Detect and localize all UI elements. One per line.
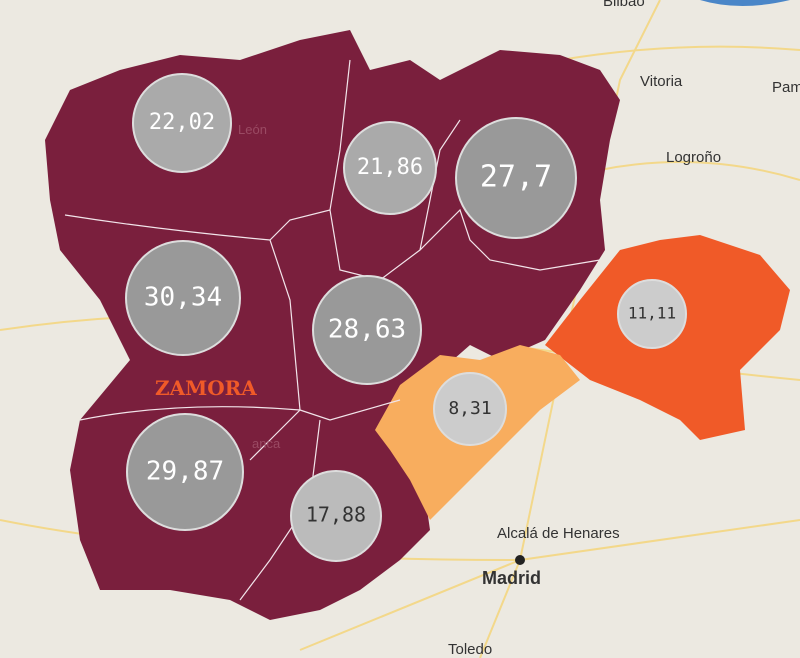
- bubble: [290, 470, 382, 562]
- bubble-label: 8,31: [448, 398, 491, 419]
- place-label: Toledo: [448, 641, 492, 658]
- sea: [700, 0, 790, 6]
- road: [0, 519, 800, 658]
- bubble-label: 22,02: [149, 110, 215, 135]
- labels: Bilbao Vitoria Pam Logroño León anca Alc…: [155, 0, 800, 658]
- place-label: Pam: [772, 79, 800, 96]
- bubbles: 22,02 21,86 27,7 30,34 28,63 29,87 17,88 8,31 11…: [125, 73, 687, 562]
- province-border: [64, 59, 601, 601]
- highlight-label: ZAMORA: [155, 376, 257, 400]
- bubble: [125, 240, 241, 356]
- road: [559, 45, 800, 181]
- bubble-label: 27,7: [480, 160, 552, 195]
- place-label: León: [238, 122, 267, 137]
- city-dot: [515, 555, 525, 565]
- bubble: [433, 372, 507, 446]
- bubble-label: 30,34: [144, 283, 222, 313]
- place-label: Logroño: [666, 149, 721, 166]
- place-label: Bilbao: [603, 0, 645, 10]
- bubble: [312, 275, 422, 385]
- place-label: Vitoria: [640, 73, 683, 90]
- bubble-label: 17,88: [306, 503, 366, 527]
- bubble-label: 29,87: [146, 457, 224, 487]
- place-label: Alcalá de Henares: [497, 525, 620, 542]
- place-label: anca: [252, 436, 281, 451]
- bubble: [617, 279, 687, 349]
- bubble-label: 11,11: [628, 304, 676, 323]
- bubble-label: 21,86: [357, 155, 423, 180]
- place-label: Madrid: [482, 568, 541, 588]
- bubble-label: 28,63: [328, 315, 406, 345]
- bubble: [126, 413, 244, 531]
- bubble: [343, 121, 437, 215]
- bubble: [132, 73, 232, 173]
- bubble: [455, 117, 577, 239]
